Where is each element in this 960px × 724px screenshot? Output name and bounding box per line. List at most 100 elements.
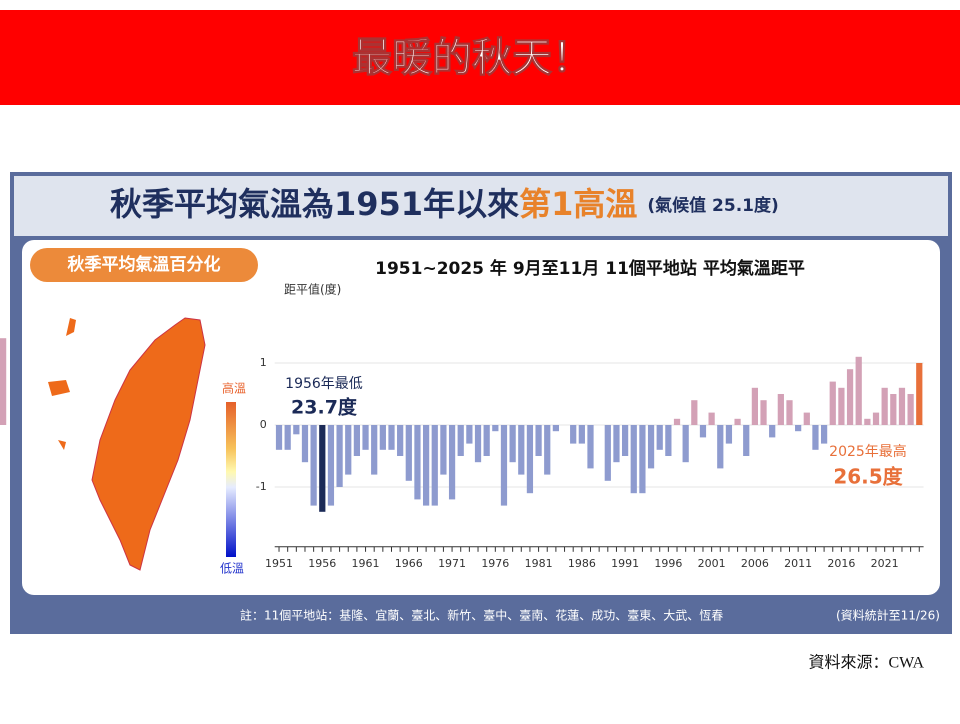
bar — [397, 425, 404, 456]
x-tick-label: 2001 — [698, 557, 726, 570]
bar — [570, 425, 577, 444]
panel-title: 秋季平均氣溫為1951年以來第1高溫 (氣候值 25.1度) — [110, 185, 779, 223]
bar — [613, 425, 620, 463]
bar — [310, 425, 317, 506]
bar — [812, 425, 819, 450]
y-tick-label: 1 — [260, 356, 267, 369]
bar — [353, 425, 361, 456]
x-tick-label: 1971 — [438, 557, 466, 570]
legend-scale — [226, 402, 236, 557]
islands — [48, 318, 76, 450]
bar — [327, 425, 335, 506]
bar — [907, 394, 914, 425]
bar — [483, 425, 490, 456]
map-pill — [30, 248, 258, 282]
bar — [760, 400, 767, 425]
bar — [466, 425, 473, 444]
bar — [518, 425, 525, 475]
bar — [708, 412, 715, 425]
bar — [665, 425, 672, 456]
bar — [898, 387, 906, 425]
bar — [371, 425, 378, 475]
bar — [647, 425, 655, 469]
panel-title-band — [14, 176, 948, 236]
bar — [405, 425, 412, 481]
bar — [656, 425, 663, 450]
bar — [621, 425, 629, 456]
x-tick-label: 2016 — [827, 557, 855, 570]
bar — [388, 425, 395, 450]
bar — [786, 400, 793, 425]
x-tick-label: 1981 — [525, 557, 553, 570]
bar — [293, 425, 300, 435]
bar — [872, 412, 880, 425]
x-tick-label: 1991 — [611, 557, 639, 570]
bar — [890, 394, 897, 425]
bar — [379, 425, 386, 450]
x-tick-label: 2021 — [871, 557, 899, 570]
annotation-value: 23.7度 — [291, 396, 358, 419]
bar — [604, 425, 611, 481]
bar — [362, 425, 369, 450]
x-tick-label: 1956 — [308, 557, 336, 570]
bar — [275, 425, 283, 450]
legend-high: 高溫 — [222, 381, 246, 396]
x-tick-label: 1966 — [395, 557, 423, 570]
x-tick-label: 1951 — [265, 557, 293, 570]
bar — [838, 387, 845, 425]
annotation-label: 1956年最低 — [285, 376, 363, 392]
bar — [769, 425, 776, 438]
bar — [535, 425, 542, 456]
bar — [795, 425, 802, 432]
y-tick-label: 0 — [260, 418, 267, 431]
bar — [448, 425, 456, 500]
taiwan-map — [91, 317, 206, 571]
bar — [0, 338, 7, 425]
bar — [431, 425, 438, 506]
bar — [301, 425, 309, 463]
bar — [284, 425, 291, 450]
bar — [440, 425, 447, 475]
bar — [587, 425, 594, 469]
bar — [691, 400, 698, 425]
bar — [552, 425, 560, 432]
bar — [474, 425, 482, 463]
x-tick-label: 1961 — [352, 557, 380, 570]
title-highlight: 第1高溫 — [519, 185, 637, 223]
bar — [743, 425, 750, 456]
chart-panel — [22, 240, 940, 595]
bar — [673, 418, 681, 425]
x-tick-label: 1996 — [654, 557, 682, 570]
bar — [829, 381, 836, 425]
x-tick-label: 2006 — [741, 557, 769, 570]
bar — [725, 425, 733, 444]
map-title: 秋季平均氣溫百分化 — [68, 254, 221, 275]
x-tick-label: 2011 — [784, 557, 812, 570]
bar — [509, 425, 516, 463]
header-bar — [0, 10, 960, 105]
x-tick-label: 1976 — [481, 557, 509, 570]
bar — [717, 425, 724, 469]
bar — [803, 412, 810, 425]
bar — [578, 425, 585, 444]
y-tick-label: -1 — [256, 480, 267, 493]
bar — [414, 425, 421, 500]
bar — [526, 425, 534, 494]
bar — [544, 425, 551, 475]
source: 資料來源：CWA — [808, 654, 924, 672]
bar — [336, 425, 343, 487]
title-main: 秋季平均氣溫為1951年以來 — [110, 185, 519, 223]
bar — [492, 425, 499, 432]
header-title: 最暖的秋天！ — [352, 35, 592, 81]
bar — [345, 425, 352, 475]
bar — [855, 356, 862, 425]
title-note: (氣候值 25.1度) — [647, 195, 778, 216]
bar — [699, 425, 707, 438]
bar — [630, 425, 637, 494]
y-axis-label: 距平值(度) — [284, 282, 341, 297]
x-tick-label: 1986 — [568, 557, 596, 570]
bar — [422, 425, 430, 506]
bar — [864, 418, 871, 425]
bar — [777, 394, 784, 425]
